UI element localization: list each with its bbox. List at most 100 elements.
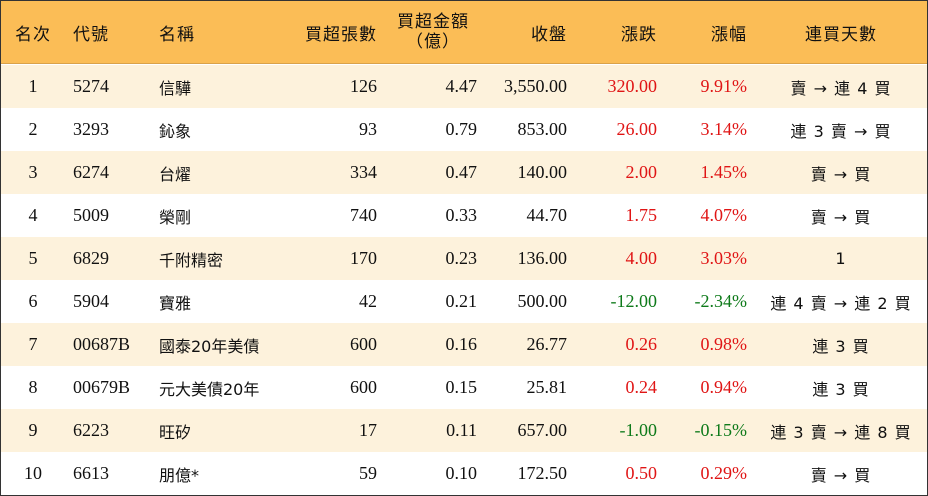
- net-buy-lots-cell: 126: [350, 76, 377, 96]
- streak-cell: 連 3 買: [812, 379, 870, 399]
- close-cell: 25.81: [526, 377, 568, 397]
- table-row: 10 6613 朋億* 59 0.10 172.50 0.50 0.29% 賣 → 買: [1, 452, 927, 495]
- net-buy-amount-cell: 0.21: [445, 291, 478, 311]
- change-cell: 0.26: [625, 334, 658, 354]
- header-name: 名稱: [159, 24, 195, 45]
- header-net-buy-amount: 買超金額 （億）: [393, 1, 473, 63]
- streak-cell: 賣 → 連 4 買: [790, 78, 892, 98]
- rank-cell: 1: [28, 76, 38, 96]
- change-pct-cell: 9.91%: [700, 76, 748, 96]
- net-buy-amount-cell: 0.10: [445, 463, 478, 483]
- change-cell: 2.00: [625, 162, 658, 182]
- header-code: 代號: [73, 24, 109, 45]
- rank-cell: 7: [28, 334, 38, 354]
- table-row: 8 00679B 元大美債20年 600 0.15 25.81 0.24 0.94% 連 3 買: [1, 366, 927, 409]
- header-rank: 名次: [15, 24, 51, 45]
- change-pct-cell: 3.14%: [700, 119, 748, 139]
- net-buy-amount-cell: 0.23: [445, 248, 478, 268]
- streak-cell: 賣 → 買: [810, 164, 872, 184]
- change-cell: 320.00: [607, 76, 658, 96]
- rank-cell: 4: [28, 205, 38, 225]
- change-pct-cell: -2.34%: [694, 291, 748, 311]
- net-buy-amount-cell: 0.15: [445, 377, 478, 397]
- net-buy-lots-cell: 42: [359, 291, 377, 311]
- close-cell: 26.77: [526, 334, 568, 354]
- change-cell: -1.00: [619, 420, 658, 440]
- net-buy-lots-cell: 170: [350, 248, 377, 268]
- name-cell: 榮剛: [159, 207, 192, 227]
- net-buy-amount-cell: 0.16: [445, 334, 478, 354]
- streak-cell: 連 3 賣 → 買: [790, 121, 892, 141]
- header-change: 漲跌: [621, 24, 657, 45]
- net-buy-amount-cell: 0.11: [446, 420, 477, 440]
- net-buy-lots-cell: 600: [350, 377, 377, 397]
- header-net-buy-amount-line2: （億）: [406, 32, 460, 52]
- net-buy-amount-cell: 0.33: [445, 205, 478, 225]
- net-buy-amount-cell: 0.79: [445, 119, 478, 139]
- change-cell: 0.24: [625, 377, 658, 397]
- header-net-buy-lots: 買超張數: [305, 24, 377, 45]
- code-cell: 5274: [73, 76, 109, 96]
- net-buy-lots-cell: 17: [359, 420, 377, 440]
- close-cell: 853.00: [517, 119, 568, 139]
- change-pct-cell: 0.98%: [700, 334, 748, 354]
- name-cell: 旺矽: [159, 422, 192, 442]
- streak-cell: 賣 → 買: [810, 465, 872, 485]
- code-cell: 5904: [73, 291, 109, 311]
- rank-cell: 9: [28, 420, 38, 440]
- name-cell: 台燿: [159, 164, 192, 184]
- net-buy-amount-cell: 0.47: [445, 162, 478, 182]
- change-cell: -12.00: [610, 291, 658, 311]
- change-pct-cell: -0.15%: [694, 420, 748, 440]
- table-row: 7 00687B 國泰20年美債 600 0.16 26.77 0.26 0.98% 連 3 買: [1, 323, 927, 366]
- name-cell: 國泰20年美債: [159, 336, 260, 356]
- close-cell: 136.00: [517, 248, 568, 268]
- close-cell: 44.70: [526, 205, 568, 225]
- net-buy-lots-cell: 334: [350, 162, 377, 182]
- table-row: 1 5274 信驊 126 4.47 3,550.00 320.00 9.91% 賣 → 連 4…: [1, 65, 927, 108]
- change-pct-cell: 4.07%: [700, 205, 748, 225]
- table-row: 3 6274 台燿 334 0.47 140.00 2.00 1.45% 賣 → 買: [1, 151, 927, 194]
- streak-cell: 賣 → 買: [810, 207, 872, 227]
- header-change-pct: 漲幅: [711, 24, 747, 45]
- header-net-buy-amount-line1: 買超金額: [397, 12, 469, 32]
- header-close: 收盤: [531, 24, 567, 45]
- close-cell: 3,550.00: [504, 76, 567, 96]
- code-cell: 6274: [73, 162, 109, 182]
- code-cell: 00687B: [73, 334, 131, 354]
- change-pct-cell: 3.03%: [700, 248, 748, 268]
- name-cell: 千附精密: [159, 250, 224, 270]
- change-pct-cell: 0.94%: [700, 377, 748, 397]
- rank-cell: 8: [28, 377, 38, 397]
- name-cell: 元大美債20年: [159, 379, 260, 399]
- change-pct-cell: 0.29%: [700, 463, 748, 483]
- rank-cell: 5: [28, 248, 38, 268]
- change-cell: 1.75: [625, 205, 658, 225]
- table-row: 4 5009 榮剛 740 0.33 44.70 1.75 4.07% 賣 → 買: [1, 194, 927, 237]
- change-pct-cell: 1.45%: [700, 162, 748, 182]
- code-cell: 6223: [73, 420, 109, 440]
- name-cell: 鈊象: [159, 121, 192, 141]
- header-streak: 連買天數: [805, 24, 877, 45]
- rank-cell: 10: [24, 463, 42, 483]
- table-row: 5 6829 千附精密 170 0.23 136.00 4.00 3.03% 1: [1, 237, 927, 280]
- name-cell: 朋億*: [159, 465, 200, 485]
- streak-cell: 連 4 賣 → 連 2 買: [770, 293, 912, 313]
- streak-cell: 連 3 賣 → 連 8 買: [770, 422, 912, 442]
- code-cell: 00679B: [73, 377, 131, 397]
- close-cell: 500.00: [517, 291, 568, 311]
- streak-cell: 1: [835, 249, 847, 268]
- table-header: 名次 代號 名稱 買超張數 買超金額 （億） 收盤 漲跌 漲幅 連買天數: [1, 1, 927, 64]
- streak-cell: 連 3 買: [812, 336, 870, 356]
- table-row: 6 5904 寶雅 42 0.21 500.00 -12.00 -2.34% 連 4 賣 → 連…: [1, 280, 927, 323]
- change-cell: 4.00: [625, 248, 658, 268]
- code-cell: 6829: [73, 248, 109, 268]
- net-buy-lots-cell: 59: [359, 463, 377, 483]
- net-buy-lots-cell: 600: [350, 334, 377, 354]
- table-row: 9 6223 旺矽 17 0.11 657.00 -1.00 -0.15% 連 3 賣 → 連 …: [1, 409, 927, 452]
- close-cell: 172.50: [517, 463, 568, 483]
- close-cell: 140.00: [517, 162, 568, 182]
- name-cell: 寶雅: [159, 293, 192, 313]
- rank-cell: 2: [28, 119, 38, 139]
